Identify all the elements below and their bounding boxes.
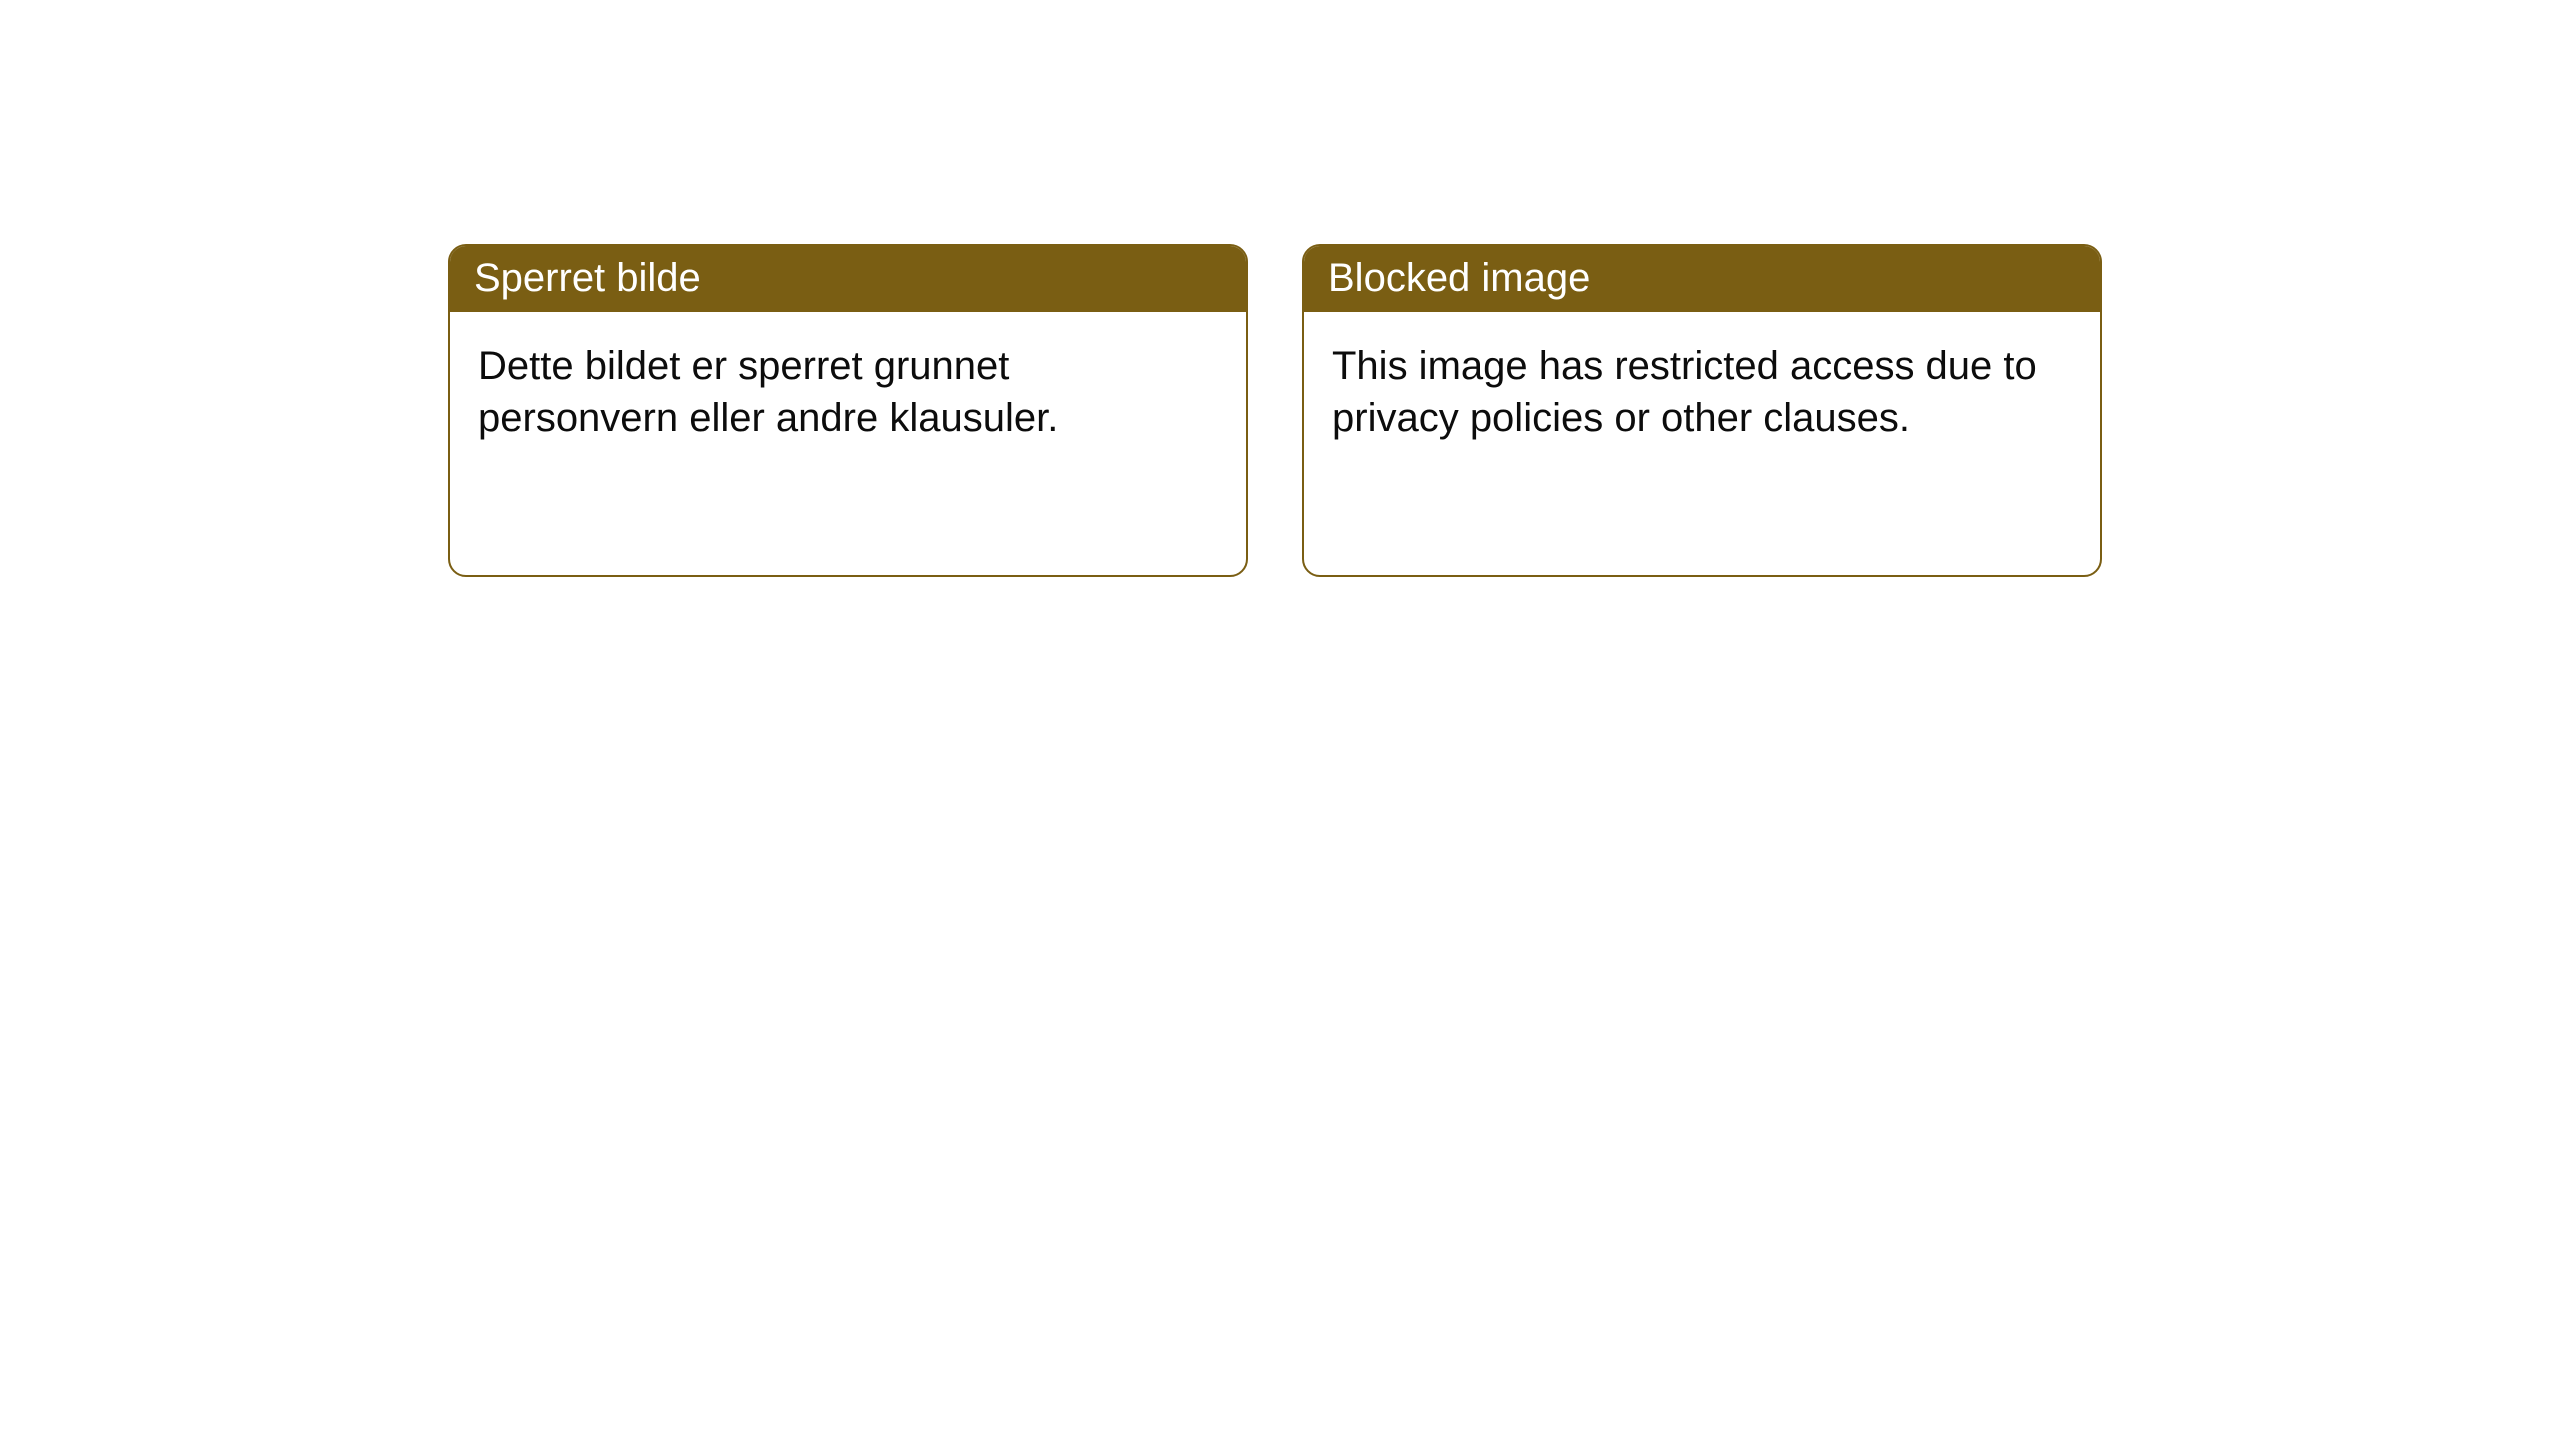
card-body-no: Dette bildet er sperret grunnet personve…	[450, 312, 1246, 472]
blocked-image-card-en: Blocked image This image has restricted …	[1302, 244, 2102, 577]
card-body-en: This image has restricted access due to …	[1304, 312, 2100, 472]
blocked-image-card-no: Sperret bilde Dette bildet er sperret gr…	[448, 244, 1248, 577]
card-title-en: Blocked image	[1304, 246, 2100, 312]
blocked-image-cards: Sperret bilde Dette bildet er sperret gr…	[448, 244, 2102, 577]
card-title-no: Sperret bilde	[450, 246, 1246, 312]
